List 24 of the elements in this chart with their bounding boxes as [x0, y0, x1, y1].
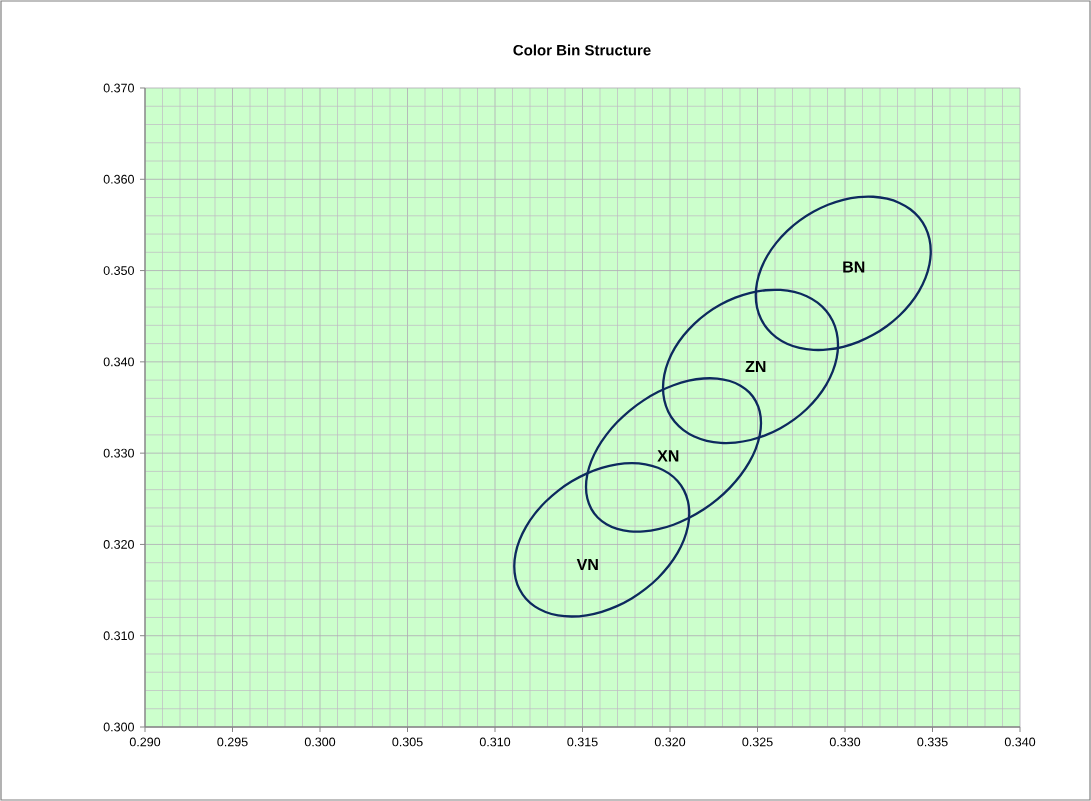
y-tick-label: 0.330: [103, 448, 134, 458]
x-tick-label: 0.290: [129, 737, 161, 747]
annotation: BN: [843, 261, 865, 273]
x-tick-label: 0.315: [567, 737, 598, 747]
y-tick-label: 0.310: [103, 631, 134, 641]
x-tick-label: 0.335: [917, 737, 948, 747]
annotation: ZN: [745, 360, 766, 372]
x-tick-label: 0.330: [829, 737, 861, 747]
y-tick-label: 0.350: [103, 266, 134, 275]
y-tick-label: 0.360: [103, 174, 134, 184]
annotation: XN: [657, 450, 679, 462]
x-tick-label: 0.320: [654, 737, 686, 747]
annotation: VN: [576, 559, 598, 571]
y-tick-label: 0.320: [103, 539, 134, 549]
chart-title: Color Bin Structure: [513, 44, 651, 56]
x-tick-label: 0.325: [742, 737, 773, 747]
y-tick-label: 0.340: [103, 357, 134, 367]
x-tick-label: 0.310: [479, 737, 511, 747]
y-tick-label: 0.370: [103, 83, 134, 93]
x-tick-label: 0.305: [392, 737, 423, 747]
x-tick-label: 0.340: [1004, 737, 1036, 747]
y-tick-label: 0.300: [103, 722, 134, 732]
x-tick-label: 0.295: [217, 737, 248, 747]
x-tick-label: 0.300: [304, 737, 336, 747]
